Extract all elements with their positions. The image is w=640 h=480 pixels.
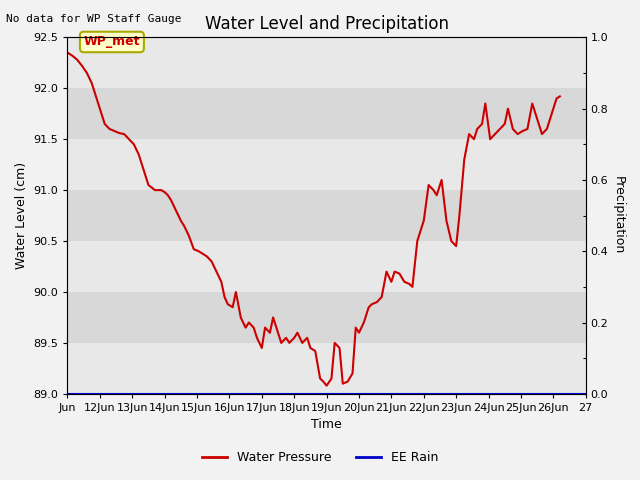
Bar	[67, 292, 586, 343]
Bar	[67, 241, 586, 292]
Text: WP_met: WP_met	[84, 36, 140, 48]
Y-axis label: Precipitation: Precipitation	[612, 177, 625, 255]
Bar	[67, 343, 586, 394]
Y-axis label: Water Level (cm): Water Level (cm)	[15, 162, 28, 269]
Legend: Water Pressure, EE Rain: Water Pressure, EE Rain	[196, 446, 444, 469]
X-axis label: Time: Time	[311, 419, 342, 432]
Text: No data for WP Staff Gauge: No data for WP Staff Gauge	[6, 14, 182, 24]
Bar	[67, 88, 586, 139]
Bar	[67, 190, 586, 241]
Bar	[67, 139, 586, 190]
Bar	[67, 37, 586, 88]
Title: Water Level and Precipitation: Water Level and Precipitation	[205, 15, 449, 33]
